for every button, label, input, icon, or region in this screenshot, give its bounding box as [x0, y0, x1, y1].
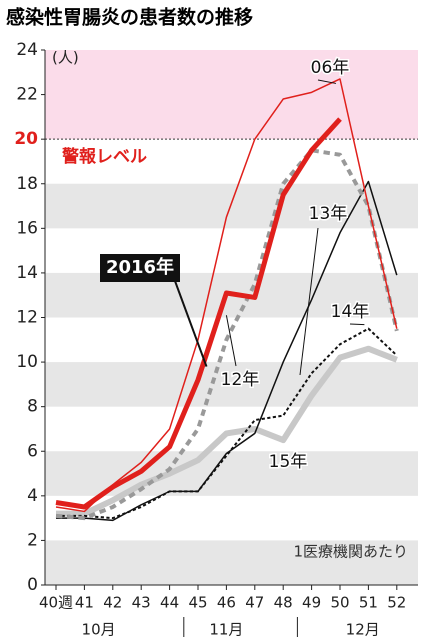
x-tick-label: 42: [103, 594, 122, 612]
month-label: 11月: [209, 621, 243, 639]
x-tick-label: 47: [245, 594, 264, 612]
label-leader: [174, 280, 208, 367]
y-tick-label: 20: [14, 129, 38, 149]
series-label: 14年: [331, 302, 370, 322]
series-label: 13年: [309, 204, 348, 224]
note: 1医療機関あたり: [293, 543, 408, 561]
x-tick-label: 45: [188, 594, 207, 612]
y-tick-label: 4: [27, 486, 38, 506]
label-leader: [317, 79, 337, 84]
series-line: [56, 180, 398, 522]
y-tick-label: 6: [27, 441, 38, 461]
series-label: 12年: [221, 370, 260, 390]
x-tick-label: 44: [160, 594, 179, 612]
series-label: 06年: [311, 58, 350, 78]
alert-zone: [45, 50, 418, 140]
x-tick-label: 52: [387, 594, 406, 612]
unit: (人): [52, 49, 79, 67]
band: [45, 451, 418, 496]
x-tick-label: 43: [132, 594, 151, 612]
band: [45, 362, 418, 407]
y-tick-label: 12: [16, 308, 38, 328]
x-tick-label: 46: [217, 594, 236, 612]
y-tick-label: 24: [16, 40, 38, 60]
x-tick-label: 41: [75, 594, 94, 612]
y-tick-label: 18: [16, 174, 38, 194]
y-tick-label: 2: [27, 530, 38, 550]
band: [45, 183, 418, 229]
month-label: 12月: [346, 621, 380, 639]
alert-label: 警報レベル: [61, 146, 147, 167]
band: [45, 540, 418, 585]
series-line: [55, 117, 342, 510]
y-tick-label: 16: [16, 218, 38, 238]
y-tick-label: 0: [27, 575, 38, 595]
chart-title: 感染性胃腸炎の患者数の推移: [6, 6, 253, 29]
y-tick-label: 8: [27, 397, 38, 417]
label-box: [100, 254, 180, 282]
x-tick-label: 40週: [39, 594, 73, 612]
x-tick-label: 50: [330, 594, 349, 612]
x-tick-label: 51: [359, 594, 378, 612]
y-tick-label: 22: [16, 85, 38, 105]
x-tick-label: 48: [274, 594, 293, 612]
series-label: 15年: [269, 452, 308, 472]
series-label: 2016年: [106, 256, 174, 278]
label-leader: [299, 227, 319, 376]
series-line: [56, 345, 398, 517]
month-label: 10月: [82, 621, 116, 639]
series-line: [55, 148, 399, 521]
y-tick-label: 10: [16, 352, 38, 372]
series-line: [56, 327, 398, 520]
x-tick-label: 49: [302, 594, 321, 612]
label-leader: [349, 323, 365, 326]
label-leader: [225, 315, 237, 367]
y-tick-label: 14: [16, 263, 38, 283]
